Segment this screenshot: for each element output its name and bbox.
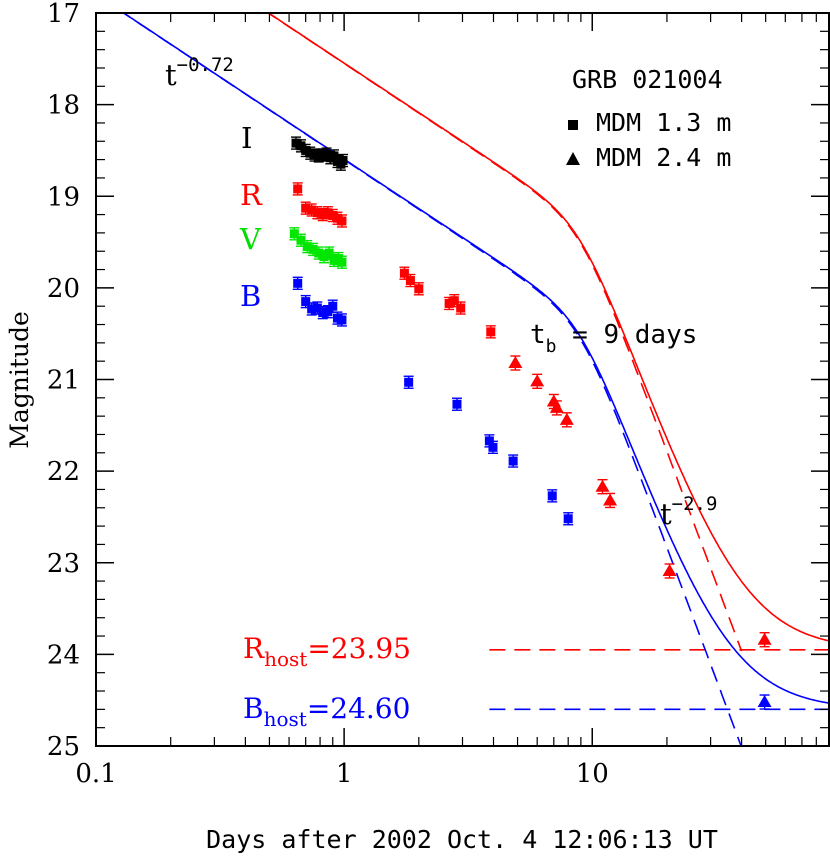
model-curves bbox=[122, 13, 829, 746]
data-point-v-square bbox=[314, 248, 324, 258]
y-tick-label: 20 bbox=[47, 274, 80, 304]
data-point-b-square bbox=[307, 304, 317, 314]
model-curve-b bbox=[122, 13, 829, 704]
data-point-v-square bbox=[319, 252, 329, 262]
legend-entry-mdm-2-4m: MDM 2.4 m bbox=[596, 143, 731, 172]
data-point-r-triangle bbox=[757, 632, 772, 645]
band-labels: I R V B bbox=[239, 121, 263, 313]
data-point-r-square bbox=[323, 208, 333, 218]
legend-entry-mdm-1-3m: MDM 1.3 m bbox=[596, 108, 731, 137]
data-point-b-square bbox=[404, 377, 414, 387]
y-tick-label: 18 bbox=[47, 91, 80, 121]
data-point-r-triangle bbox=[662, 563, 677, 576]
data-point-v-square bbox=[302, 242, 312, 252]
data-point-r-square bbox=[456, 303, 466, 313]
y-tick-label: 21 bbox=[47, 366, 80, 396]
x-axis-label: Days after 2002 Oct. 4 12:06:13 UT bbox=[206, 825, 718, 854]
data-point-b-square bbox=[508, 456, 518, 466]
data-point-r-triangle bbox=[603, 493, 618, 506]
data-point-b-square bbox=[547, 491, 557, 501]
data-point-i-square bbox=[301, 145, 311, 155]
data-point-r-triangle bbox=[559, 412, 574, 425]
data-point-r-square bbox=[486, 327, 496, 337]
y-tick-label: 25 bbox=[47, 732, 80, 762]
data-point-i-square bbox=[338, 156, 348, 166]
legend-triangle-icon bbox=[566, 152, 580, 165]
data-point-b-triangle bbox=[757, 695, 772, 708]
late-slope-label: t−2.9 bbox=[660, 493, 717, 531]
y-tick-label: 24 bbox=[47, 640, 80, 670]
data-point-b-square bbox=[563, 514, 573, 524]
data-point-r-square bbox=[399, 268, 409, 278]
data-point-r-triangle bbox=[508, 356, 523, 369]
data-point-b-square bbox=[488, 442, 498, 452]
data-point-r-square bbox=[301, 203, 311, 213]
y-axis-label: Magnitude bbox=[5, 311, 34, 449]
data-point-b-square bbox=[337, 315, 347, 325]
model-curve-r bbox=[267, 13, 829, 642]
data-point-b-square bbox=[328, 301, 338, 311]
data-point-v-square bbox=[289, 229, 299, 239]
data-point-v-square bbox=[329, 255, 339, 265]
data-point-r-square bbox=[307, 205, 317, 215]
plot-frame bbox=[95, 12, 830, 747]
x-tick-label: 10 bbox=[576, 759, 609, 789]
data-points bbox=[289, 136, 772, 710]
legend: MDM 1.3 m MDM 2.4 m bbox=[566, 108, 731, 172]
r-host-label: Rhost=23.95 bbox=[243, 632, 411, 671]
data-point-r-triangle bbox=[595, 479, 610, 492]
data-point-b-square bbox=[293, 278, 303, 288]
band-label-i: I bbox=[241, 121, 252, 155]
data-point-r-square bbox=[337, 216, 347, 226]
data-point-v-square bbox=[308, 244, 318, 254]
afterglow-dashed-r bbox=[266, 13, 743, 652]
data-point-b-square bbox=[318, 308, 328, 318]
legend-square-icon bbox=[568, 120, 578, 130]
data-point-r-square bbox=[444, 298, 454, 308]
data-point-r-square bbox=[293, 184, 303, 194]
data-point-v-square bbox=[324, 248, 334, 258]
data-point-r-square bbox=[449, 296, 459, 306]
data-point-r-square bbox=[414, 284, 424, 294]
band-label-r: R bbox=[240, 178, 263, 212]
afterglow-dashed-b bbox=[122, 13, 742, 746]
data-point-b-square bbox=[312, 303, 322, 313]
data-point-r-square bbox=[312, 208, 322, 218]
data-point-r-triangle bbox=[549, 400, 564, 413]
data-point-r-square bbox=[405, 276, 415, 286]
data-point-i-square bbox=[296, 141, 306, 151]
x-tick-label: 1 bbox=[336, 759, 353, 789]
data-point-v-square bbox=[337, 257, 347, 267]
data-point-v-square bbox=[296, 235, 306, 245]
y-tick-label: 22 bbox=[47, 457, 80, 487]
model-curves-clipped bbox=[122, 13, 829, 746]
data-point-b-square bbox=[301, 297, 311, 307]
data-point-r-triangle bbox=[530, 374, 545, 387]
band-label-v: V bbox=[239, 222, 262, 256]
early-slope-label: t−0.72 bbox=[165, 54, 234, 92]
b-host-label: Bhost=24.60 bbox=[243, 692, 410, 731]
data-point-b-square bbox=[452, 399, 462, 409]
band-label-b: B bbox=[240, 279, 261, 313]
axis-ticks: 0.1 1 10 17 18 19 20 21 22 23 24 25 bbox=[47, 0, 830, 789]
data-point-r-square bbox=[318, 210, 328, 220]
break-time-label: tb = 9 days bbox=[530, 320, 697, 357]
chart-title: GRB 021004 bbox=[572, 65, 723, 94]
y-tick-label: 17 bbox=[47, 0, 80, 29]
y-tick-label: 23 bbox=[47, 549, 80, 579]
y-tick-label: 19 bbox=[47, 182, 80, 212]
data-point-r-square bbox=[328, 210, 338, 220]
data-point-i-square bbox=[291, 138, 301, 148]
x-tick-label: 0.1 bbox=[75, 759, 116, 789]
